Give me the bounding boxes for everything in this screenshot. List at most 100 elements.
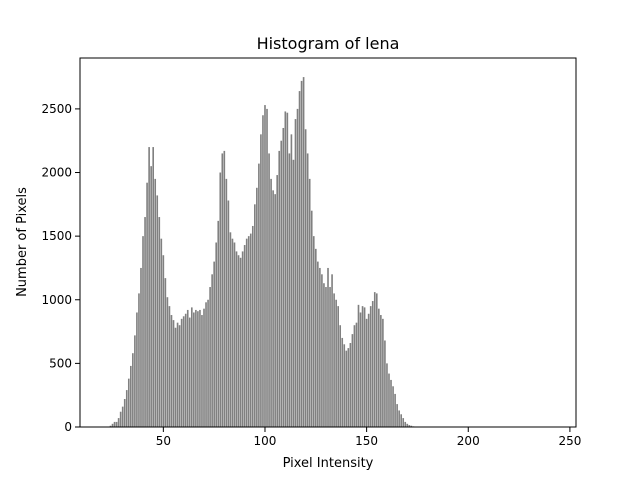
bar-170 <box>406 423 409 427</box>
bar-112 <box>288 153 291 427</box>
bar-123 <box>310 210 313 427</box>
bar-152 <box>369 306 372 427</box>
bar-139 <box>343 344 346 427</box>
bar-172 <box>410 425 413 427</box>
bar-122 <box>308 178 311 427</box>
bar-94 <box>251 225 254 427</box>
bar-155 <box>375 293 378 427</box>
bar-25 <box>111 423 114 427</box>
bar-79 <box>221 153 224 427</box>
bar-62 <box>186 309 189 427</box>
bar-84 <box>231 238 234 427</box>
bar-160 <box>386 363 388 427</box>
bar-131 <box>327 267 329 427</box>
bar-81 <box>225 178 228 427</box>
bar-28 <box>117 418 120 427</box>
bar-72 <box>207 299 209 427</box>
y-tick-label: 1000 <box>41 293 72 307</box>
bar-90 <box>243 245 246 427</box>
bar-45 <box>152 147 154 427</box>
bar-125 <box>314 248 317 427</box>
x-tick-label: 50 <box>156 434 171 448</box>
bar-52 <box>166 297 169 427</box>
chart-title: Histogram of lena <box>257 34 400 53</box>
bar-117 <box>298 91 301 427</box>
bar-114 <box>292 159 295 428</box>
bar-56 <box>174 327 177 427</box>
bar-36 <box>134 335 136 427</box>
bar-33 <box>127 378 130 427</box>
bar-106 <box>276 175 278 427</box>
y-axis-label: Number of Pixels <box>15 187 30 297</box>
bar-156 <box>378 308 380 427</box>
x-tick-label: 100 <box>254 434 277 448</box>
bar-34 <box>130 365 132 427</box>
x-tick-label: 250 <box>558 434 581 448</box>
bar-158 <box>382 318 384 427</box>
bar-85 <box>233 242 236 427</box>
bar-129 <box>323 283 325 427</box>
bar-48 <box>158 217 161 427</box>
bar-110 <box>284 111 287 427</box>
bar-127 <box>319 267 321 427</box>
bar-151 <box>367 313 370 427</box>
bar-137 <box>339 325 342 427</box>
bar-148 <box>361 306 364 427</box>
bar-60 <box>182 316 185 427</box>
bar-133 <box>331 274 333 427</box>
x-tick-label: 200 <box>457 434 480 448</box>
bar-71 <box>205 302 207 427</box>
y-tick-label: 500 <box>49 356 72 370</box>
bar-40 <box>142 236 144 427</box>
bar-145 <box>355 322 358 427</box>
plot-frame <box>79 57 577 428</box>
bar-91 <box>245 238 248 427</box>
bar-164 <box>394 393 396 427</box>
bar-43 <box>148 147 150 427</box>
bar-124 <box>312 236 315 427</box>
bar-66 <box>195 309 197 427</box>
bar-80 <box>223 150 226 427</box>
bar-77 <box>217 220 220 427</box>
bar-74 <box>211 274 213 427</box>
y-tick-label: 2000 <box>41 166 72 180</box>
bar-70 <box>203 308 205 427</box>
bar-35 <box>132 353 134 427</box>
bar-116 <box>296 108 299 428</box>
bar-150 <box>365 318 368 427</box>
bar-121 <box>306 153 309 427</box>
bar-130 <box>325 287 327 427</box>
bars-group <box>107 77 421 428</box>
bar-166 <box>398 410 400 427</box>
bar-27 <box>115 421 118 427</box>
bar-135 <box>335 299 337 427</box>
bar-101 <box>266 108 268 428</box>
bar-109 <box>282 127 285 427</box>
bar-102 <box>268 153 270 427</box>
bar-157 <box>380 315 382 427</box>
x-axis-label: Pixel Intensity <box>283 456 374 471</box>
bar-89 <box>241 251 244 427</box>
bar-44 <box>150 166 152 427</box>
bar-147 <box>359 312 362 427</box>
bar-99 <box>262 115 264 427</box>
bar-141 <box>347 348 350 427</box>
y-tick-label: 2500 <box>41 102 72 116</box>
bar-83 <box>229 232 232 427</box>
bar-163 <box>392 386 394 427</box>
bar-103 <box>270 178 272 427</box>
bar-165 <box>396 404 398 427</box>
bar-140 <box>345 350 348 427</box>
bar-53 <box>168 306 171 427</box>
bar-128 <box>321 274 323 427</box>
bar-144 <box>353 325 356 427</box>
bar-93 <box>249 233 252 427</box>
bar-162 <box>390 379 392 427</box>
bar-111 <box>286 112 289 428</box>
bar-97 <box>258 163 260 428</box>
bar-120 <box>304 129 307 427</box>
bar-58 <box>178 325 181 427</box>
bar-92 <box>247 236 250 427</box>
bar-38 <box>138 293 140 427</box>
bar-87 <box>237 255 240 427</box>
